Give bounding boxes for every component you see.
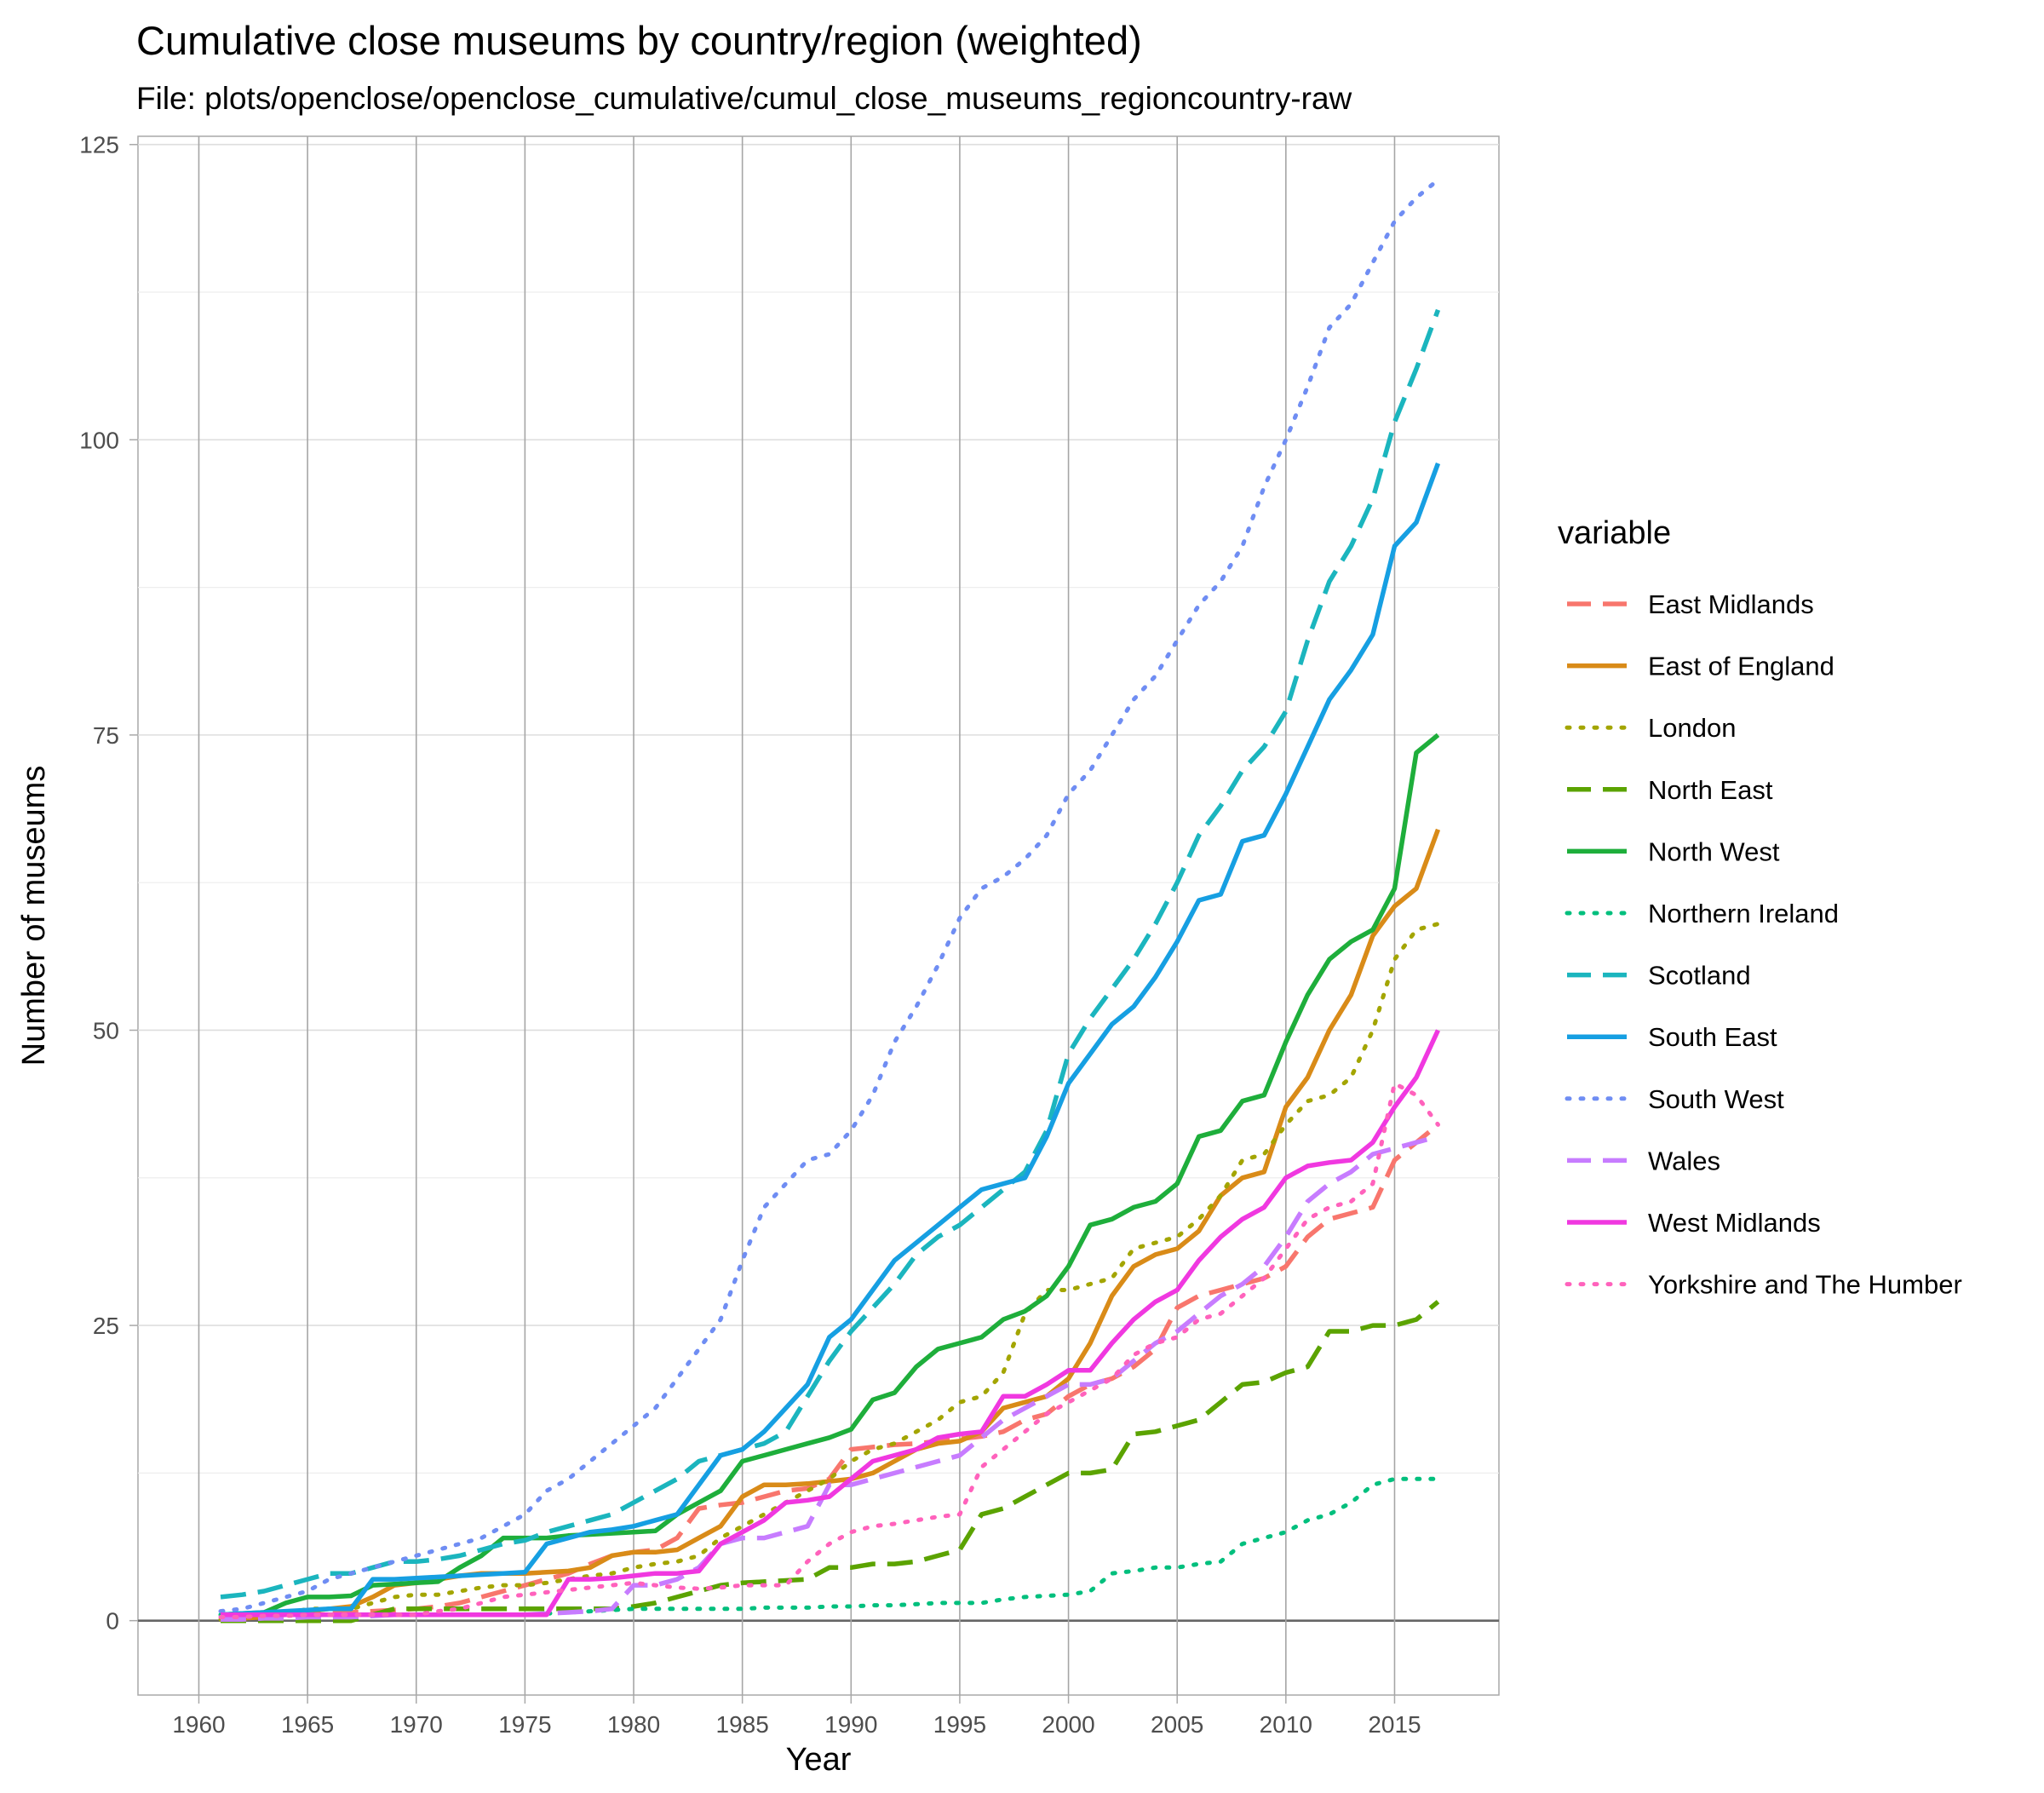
x-tick-label: 2010 bbox=[1260, 1711, 1312, 1738]
series-line-london bbox=[218, 922, 1440, 1622]
series-lines bbox=[218, 177, 1441, 1623]
x-tick-label: 1975 bbox=[498, 1711, 551, 1738]
y-tick-label: 0 bbox=[106, 1608, 119, 1635]
y-axis-ticks: 0 25 50 75 100 125 bbox=[79, 132, 138, 1635]
series-line-north-west bbox=[220, 733, 1440, 1618]
legend-label: Northern Ireland bbox=[1648, 899, 1839, 928]
series-line-east-of-england bbox=[220, 828, 1441, 1623]
series-line-south-east bbox=[220, 463, 1441, 1618]
series-line-north-east bbox=[221, 1300, 1440, 1623]
x-axis-ticks: 1960 1965 1970 1975 1980 1985 1990 1995 2000 2005… bbox=[172, 1695, 1421, 1738]
y-tick-label: 100 bbox=[79, 427, 119, 453]
x-tick-label: 1995 bbox=[933, 1711, 986, 1738]
legend-label: Scotland bbox=[1648, 961, 1751, 991]
x-axis-title: Year bbox=[786, 1742, 852, 1778]
series-line-northern-ireland bbox=[218, 1476, 1440, 1618]
legend-label: London bbox=[1648, 713, 1736, 743]
legend-label: South West bbox=[1648, 1084, 1784, 1114]
y-tick-label: 25 bbox=[93, 1313, 119, 1339]
legend-label: North East bbox=[1648, 775, 1773, 805]
y-tick-label: 125 bbox=[79, 132, 119, 158]
legend-label: Yorkshire and The Humber bbox=[1648, 1270, 1962, 1300]
series-line-south-west bbox=[218, 177, 1440, 1614]
y-tick-label: 50 bbox=[93, 1017, 119, 1043]
x-tick-label: 2000 bbox=[1042, 1711, 1094, 1738]
chart-subtitle: File: plots/openclose/openclose_cumulati… bbox=[136, 81, 1352, 116]
plot-panel bbox=[137, 135, 1500, 1696]
x-tick-label: 1985 bbox=[716, 1711, 769, 1738]
legend-label: North West bbox=[1648, 836, 1780, 866]
legend-label: Wales bbox=[1648, 1146, 1720, 1175]
y-gridlines bbox=[138, 143, 1499, 1622]
legend-label: South East bbox=[1648, 1022, 1777, 1052]
x-tick-label: 2015 bbox=[1368, 1711, 1421, 1738]
legend: variable East Midlands East of England Lon… bbox=[1558, 515, 1962, 1300]
series-line-wales bbox=[221, 1134, 1439, 1623]
y-tick-label: 75 bbox=[93, 722, 119, 749]
x-tick-label: 1980 bbox=[607, 1711, 660, 1738]
x-tick-label: 1970 bbox=[390, 1711, 443, 1738]
series-line-yorkshire-and-the-humber bbox=[218, 1081, 1440, 1619]
legend-label: East Midlands bbox=[1648, 589, 1814, 619]
series-line-scotland bbox=[220, 308, 1441, 1600]
x-tick-label: 1990 bbox=[824, 1711, 877, 1738]
x-gridlines bbox=[198, 136, 1396, 1695]
y-axis-title: Number of museums bbox=[16, 766, 52, 1066]
x-tick-label: 1965 bbox=[281, 1711, 334, 1738]
x-tick-label: 2005 bbox=[1151, 1711, 1203, 1738]
x-tick-label: 1960 bbox=[172, 1711, 225, 1738]
legend-label: East of England bbox=[1648, 652, 1834, 681]
legend-title: variable bbox=[1558, 515, 1671, 551]
series-line-west-midlands bbox=[221, 1029, 1440, 1618]
chart-title: Cumulative close museums by country/regi… bbox=[136, 18, 1142, 63]
legend-label: West Midlands bbox=[1648, 1208, 1821, 1238]
